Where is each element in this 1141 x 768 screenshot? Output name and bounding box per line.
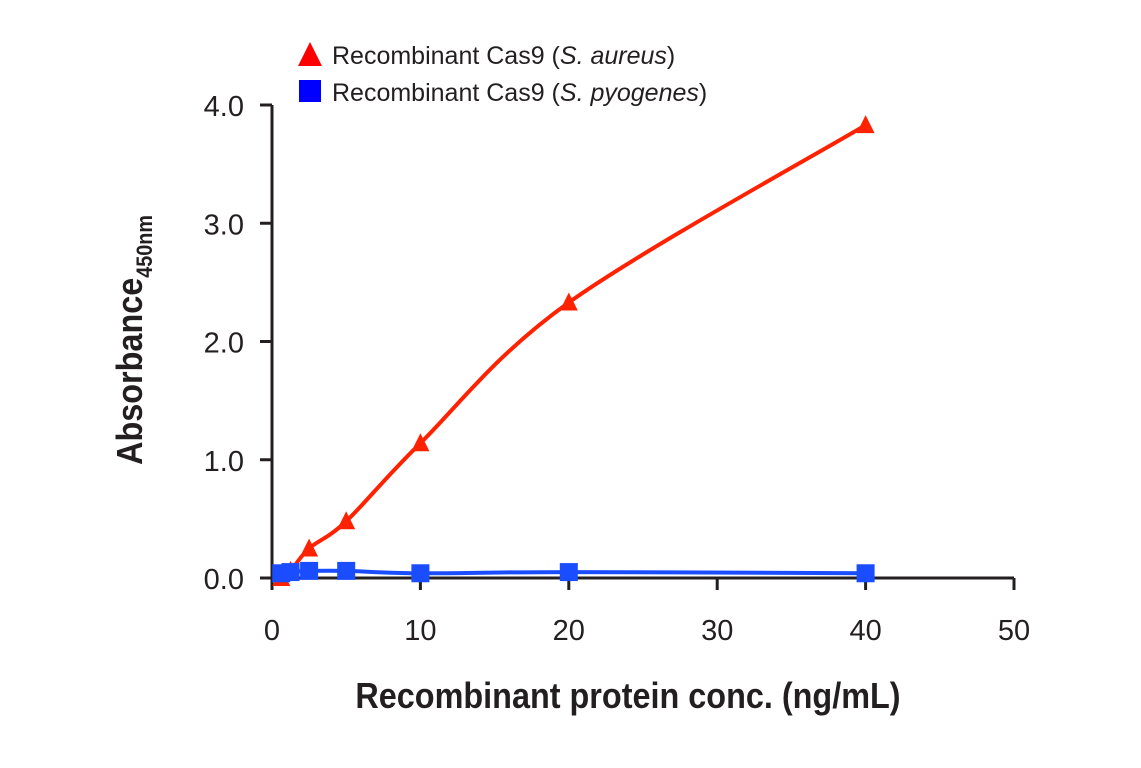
legend: Recombinant Cas9 (S. aureus) Recombinant… [298,42,707,107]
data-point-square [411,564,430,583]
data-point-triangle [337,511,356,530]
legend-item-s-pyogenes: Recombinant Cas9 (S. pyogenes) [299,79,707,107]
data-point-triangle [411,433,430,452]
data-point-square [559,563,578,582]
y-axis-label: Absorbance450nm [110,215,157,465]
legend-label-s-pyogenes: Recombinant Cas9 (S. pyogenes) [332,79,707,107]
data-point-square [856,564,875,583]
y-tick-label: 3.0 [204,209,244,241]
legend-label-s-aureus: Recombinant Cas9 (S. aureus) [332,42,675,70]
x-tick-label: 20 [553,615,585,647]
y-tick-label: 4.0 [204,91,244,123]
y-tick-label: 0.0 [204,564,244,596]
legend-square-marker [299,80,321,102]
legend-item-s-aureus: Recombinant Cas9 (S. aureus) [298,42,675,70]
data-point-square [337,561,356,580]
data-point-triangle [559,292,578,311]
x-tick-label: 40 [849,615,881,647]
data-point-square [281,563,300,582]
series-line [280,123,867,580]
x-tick-label: 0 [264,615,280,647]
x-tick-label: 30 [701,615,733,647]
data-point-square [300,561,319,580]
legend-triangle-marker [298,42,322,66]
data-point-triangle [300,538,319,557]
y-tick-label: 1.0 [204,446,244,478]
series-s-pyogenes [272,561,875,583]
data-point-triangle [856,115,875,134]
y-tick-label: 2.0 [204,328,244,360]
axes: 0 10 20 30 40 50 0.0 1.0 2.0 3.0 4.0 [204,91,1030,647]
series-layer [272,115,875,586]
x-axis-label: Recombinant protein conc. (ng/mL) [355,676,900,716]
x-tick-label: 50 [998,615,1030,647]
series-s-aureus [272,115,875,586]
x-tick-label: 10 [404,615,436,647]
